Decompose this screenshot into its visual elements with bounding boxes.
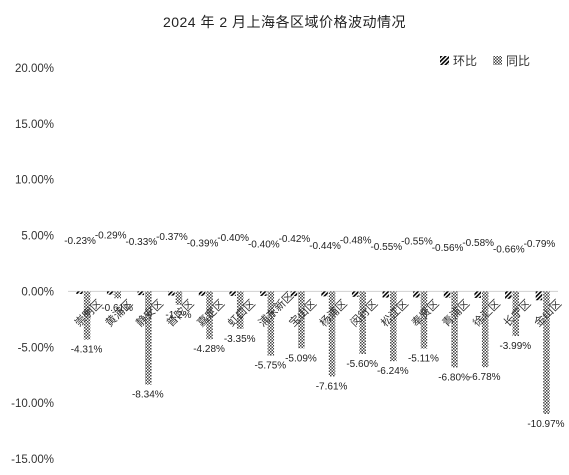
y-tick-label: -10.00% bbox=[11, 398, 54, 410]
bar-mom bbox=[413, 291, 420, 298]
bar-yoy bbox=[298, 291, 305, 349]
bar-mom bbox=[382, 291, 390, 298]
bar-mom bbox=[137, 291, 145, 296]
y-tick-label: 0.00% bbox=[21, 286, 54, 298]
y-tick-label: 10.00% bbox=[15, 175, 54, 187]
bar-yoy bbox=[206, 291, 213, 340]
bar-yoy bbox=[145, 291, 152, 385]
legend-swatch-mom bbox=[440, 56, 449, 65]
data-label-yoy: -8.34% bbox=[132, 390, 164, 401]
bar-yoy bbox=[114, 291, 121, 299]
y-tick-label: -15.00% bbox=[11, 454, 54, 466]
bar-yoy bbox=[267, 291, 275, 356]
data-label-yoy: -10.97% bbox=[527, 419, 564, 430]
bar-mom bbox=[260, 291, 267, 296]
bar-mom bbox=[168, 291, 175, 296]
bar-yoy bbox=[481, 291, 489, 368]
bar-mom bbox=[321, 291, 328, 297]
data-label-yoy: -1.2% bbox=[165, 310, 191, 321]
data-label-mom: -0.33% bbox=[125, 237, 157, 248]
y-tick-label: 5.00% bbox=[21, 231, 54, 243]
data-label-mom: -0.48% bbox=[340, 235, 372, 246]
bar-yoy bbox=[175, 291, 183, 305]
data-label-mom: -0.66% bbox=[493, 244, 525, 255]
data-label-mom: -0.55% bbox=[370, 242, 402, 253]
data-label-mom: -0.37% bbox=[156, 232, 188, 243]
data-label-yoy: -5.11% bbox=[408, 354, 439, 365]
legend-label-mom: 环比 bbox=[453, 54, 477, 68]
bar-yoy bbox=[328, 291, 336, 377]
data-label-mom: -0.40% bbox=[248, 240, 280, 251]
data-label-yoy: -6.78% bbox=[469, 372, 501, 383]
chart-title: 2024 年 2 月上海各区域价格波动情况 bbox=[162, 14, 407, 30]
data-label-yoy: -6.24% bbox=[377, 366, 409, 377]
data-label-mom: -0.23% bbox=[64, 236, 96, 247]
data-label-yoy: -5.09% bbox=[285, 353, 317, 364]
data-label-yoy: -6.80% bbox=[438, 372, 470, 383]
data-label-yoy: -4.28% bbox=[193, 344, 225, 355]
bar-yoy bbox=[543, 291, 550, 414]
data-label-mom: -0.58% bbox=[462, 238, 494, 249]
data-label-mom: -0.29% bbox=[95, 231, 127, 242]
data-label-mom: -0.79% bbox=[524, 239, 556, 250]
bar-yoy bbox=[390, 291, 397, 362]
bar-mom bbox=[229, 291, 236, 296]
bar-yoy bbox=[512, 291, 520, 337]
bar-mom bbox=[443, 291, 451, 298]
data-labels-layer: -0.23% -4.31% -0.29% -0.61% -0.33% -8.34% -0.3… bbox=[64, 231, 564, 430]
data-label-mom: -0.39% bbox=[187, 238, 219, 249]
y-tick-label: -5.00% bbox=[18, 342, 54, 354]
axis-layer: 20.00% 15.00% 10.00% 5.00% 0.00% -5.00% -10.00… bbox=[11, 63, 558, 466]
data-label-yoy: -3.35% bbox=[224, 334, 256, 345]
bar-yoy bbox=[451, 291, 458, 368]
data-label-mom: -0.56% bbox=[432, 243, 464, 254]
data-label-yoy: -4.31% bbox=[71, 345, 103, 356]
bars-layer bbox=[76, 291, 550, 414]
bar-mom bbox=[198, 291, 206, 296]
data-label-yoy: -0.61% bbox=[101, 303, 133, 314]
legend: 环比 同比 bbox=[440, 54, 530, 68]
bar-yoy bbox=[236, 291, 244, 329]
bar-mom bbox=[106, 291, 114, 295]
y-tick-label: 20.00% bbox=[15, 63, 54, 75]
data-label-yoy: -5.75% bbox=[254, 361, 286, 372]
data-label-mom: -0.44% bbox=[309, 241, 341, 252]
legend-swatch-yoy bbox=[493, 56, 502, 65]
bar-mom bbox=[76, 291, 83, 294]
bar-mom bbox=[290, 291, 298, 297]
data-label-yoy: -3.99% bbox=[499, 341, 531, 352]
bar-mom bbox=[351, 291, 359, 297]
bar-yoy bbox=[359, 291, 366, 354]
data-label-yoy: -5.60% bbox=[346, 359, 378, 370]
bar-yoy bbox=[83, 291, 91, 340]
data-label-yoy: -7.61% bbox=[316, 381, 348, 392]
data-label-mom: -0.42% bbox=[279, 234, 311, 245]
bar-mom bbox=[474, 291, 481, 298]
legend-label-yoy: 同比 bbox=[506, 54, 530, 68]
bar-mom bbox=[505, 291, 512, 299]
y-tick-label: 15.00% bbox=[15, 119, 54, 131]
data-label-mom: -0.55% bbox=[401, 237, 433, 248]
bar-yoy bbox=[420, 291, 428, 349]
bar-mom bbox=[535, 291, 543, 301]
data-label-mom: -0.40% bbox=[217, 233, 249, 244]
